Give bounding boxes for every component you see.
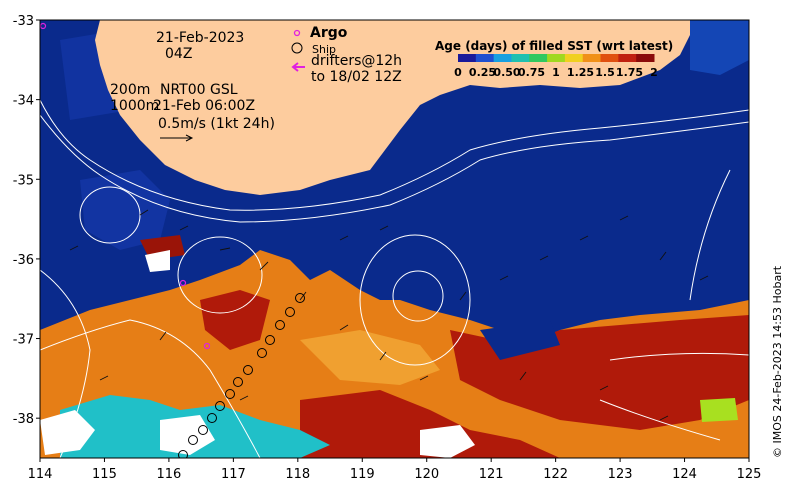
ship-track xyxy=(178,293,305,458)
isobath-200m-line xyxy=(40,99,749,211)
age-region-blue-patch xyxy=(480,320,560,360)
x-axis: 114 115 116 117 118 119 120 121 122 123 124 125 xyxy=(28,458,762,482)
isobath-1000m-line xyxy=(40,114,749,223)
ssh-eddy-center-outer xyxy=(359,234,471,366)
colorbar-swatch xyxy=(636,54,655,62)
argo-legend-icon xyxy=(293,29,301,37)
x-tick-label: 115 xyxy=(92,467,117,482)
hour-label: 04Z xyxy=(165,46,192,62)
y-tick-label: -34 xyxy=(13,94,34,109)
scale-label: 0.5m/s (1kt 24h) xyxy=(158,116,275,132)
colorbar-tick-label: 0.50 xyxy=(493,66,520,79)
date-label: 21-Feb-2023 xyxy=(156,30,244,46)
colorbar-tick-label: 0 xyxy=(454,66,462,79)
x-tick-label: 122 xyxy=(543,467,568,482)
plot-frame xyxy=(39,19,750,459)
argo-legend-label: Argo xyxy=(310,25,348,41)
ssh-contour-west xyxy=(40,269,91,458)
drifters-legend-sublabel: to 18/02 12Z xyxy=(311,69,402,85)
x-tick-label: 124 xyxy=(672,467,697,482)
colorbar-tick-label: 1.25 xyxy=(567,66,594,79)
x-tick-label: 125 xyxy=(737,467,762,482)
drifter-legend-icon xyxy=(291,62,305,72)
y-tick-label: -35 xyxy=(13,173,34,188)
x-tick-label: 116 xyxy=(156,467,181,482)
colorbar-tick-label: 1 xyxy=(552,66,560,79)
ship-legend-label: Ship xyxy=(312,43,336,56)
product-label: NRT00 GSL xyxy=(160,82,238,98)
colorbar-swatch xyxy=(547,54,566,62)
colorbar-swatch xyxy=(564,54,584,62)
ssh-contour-southeast xyxy=(599,399,721,441)
colorbar-tick-label: 1.75 xyxy=(616,66,643,79)
colorbar-tick-label: 0.75 xyxy=(518,66,545,79)
map-plot-area xyxy=(40,20,749,458)
colorbar-tick-label: 1.5 xyxy=(595,66,615,79)
ssh-contour-east xyxy=(609,352,749,361)
x-tick-label: 123 xyxy=(608,467,633,482)
age-colorbar xyxy=(458,54,655,62)
colorbar-swatch xyxy=(600,54,619,62)
colorbar-swatch xyxy=(511,54,530,62)
colorbar-tick-label: 0.25 xyxy=(469,66,496,79)
coast-blue-speckle xyxy=(690,20,749,75)
ssh-eddy-north xyxy=(177,236,263,314)
argo-float-marker xyxy=(179,279,187,287)
no-data-patch-southwest xyxy=(40,410,95,455)
y-tick-label: -37 xyxy=(13,333,34,348)
australia-landmass xyxy=(95,20,690,195)
no-data-patch-southcentral xyxy=(420,425,475,458)
ssh-contour-south xyxy=(40,319,261,458)
current-vectors xyxy=(69,209,709,421)
colorbar-ticks: 0 0.250.500.75 1 1.25 1.5 1.75 2 xyxy=(454,66,658,79)
y-axis: -33 -34 -35 -36 -37 -38 xyxy=(13,14,40,427)
x-tick-label: 121 xyxy=(479,467,504,482)
ssh-contour-northeast xyxy=(689,169,731,301)
ship-legend-icon xyxy=(291,42,303,54)
colorbar-swatch xyxy=(475,54,495,62)
colorbar-swatch xyxy=(618,54,637,62)
no-data-patch-north xyxy=(145,250,170,272)
y-tick-label: -38 xyxy=(13,412,34,427)
y-tick-label: -36 xyxy=(13,253,34,268)
x-tick-label: 120 xyxy=(414,467,439,482)
imos-credit: © IMOS 24-Feb-2023 14:53 Hobart xyxy=(771,265,784,458)
age-region-lightorange xyxy=(300,330,440,385)
colorbar-swatch xyxy=(582,54,602,62)
no-data-patch-south xyxy=(160,415,215,455)
colorbar-swatch xyxy=(458,54,477,62)
drifters-legend-label: drifters@12h xyxy=(311,53,402,69)
x-tick-label: 118 xyxy=(285,467,310,482)
isobath-1000-label: 1000m xyxy=(110,98,159,114)
x-tick-label: 117 xyxy=(221,467,246,482)
colorbar-swatch xyxy=(493,54,512,62)
colorbar-title: Age (days) of filled SST (wrt latest) xyxy=(435,39,673,53)
y-tick-label: -33 xyxy=(13,14,34,29)
colorbar-swatch xyxy=(529,54,548,62)
colorbar-tick-label: 2 xyxy=(650,66,658,79)
age-region-yellowgreen xyxy=(700,398,738,422)
age-region-red-south xyxy=(300,390,560,458)
age-region-red-central xyxy=(200,290,270,350)
isobath-200-label: 200m xyxy=(110,82,150,98)
product-time-label: 21-Feb 06:00Z xyxy=(153,98,255,114)
contour-lines xyxy=(40,99,749,458)
scale-arrow-head xyxy=(185,134,194,142)
ssh-eddy-center-inner xyxy=(392,270,444,322)
x-tick-label: 119 xyxy=(350,467,375,482)
argo-float-marker xyxy=(203,342,211,350)
x-tick-label: 114 xyxy=(28,467,53,482)
